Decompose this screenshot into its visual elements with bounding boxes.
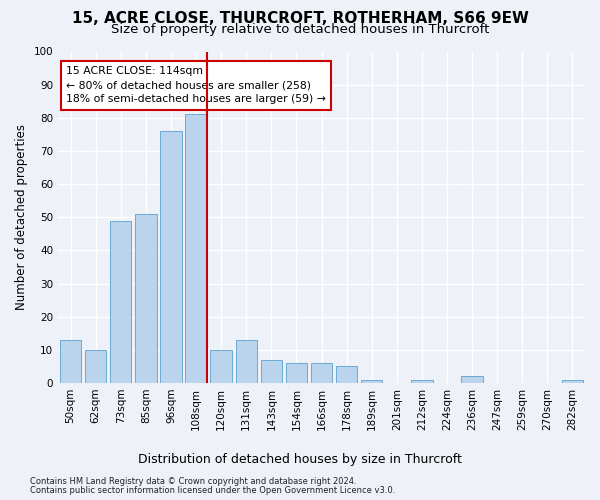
Bar bbox=[286, 363, 307, 383]
Bar bbox=[260, 360, 282, 383]
Bar bbox=[185, 114, 207, 383]
Bar bbox=[361, 380, 382, 383]
Text: Size of property relative to detached houses in Thurcroft: Size of property relative to detached ho… bbox=[111, 22, 489, 36]
Bar bbox=[60, 340, 81, 383]
Bar bbox=[562, 380, 583, 383]
Text: 15, ACRE CLOSE, THURCROFT, ROTHERHAM, S66 9EW: 15, ACRE CLOSE, THURCROFT, ROTHERHAM, S6… bbox=[71, 11, 529, 26]
Text: Distribution of detached houses by size in Thurcroft: Distribution of detached houses by size … bbox=[138, 452, 462, 466]
Bar bbox=[211, 350, 232, 383]
Text: Contains HM Land Registry data © Crown copyright and database right 2024.: Contains HM Land Registry data © Crown c… bbox=[30, 478, 356, 486]
Text: Contains public sector information licensed under the Open Government Licence v3: Contains public sector information licen… bbox=[30, 486, 395, 495]
Bar bbox=[236, 340, 257, 383]
Bar bbox=[160, 131, 182, 383]
Bar bbox=[135, 214, 157, 383]
Bar bbox=[336, 366, 357, 383]
Bar bbox=[461, 376, 483, 383]
Bar bbox=[85, 350, 106, 383]
Bar bbox=[411, 380, 433, 383]
Bar bbox=[110, 220, 131, 383]
Text: 15 ACRE CLOSE: 114sqm
← 80% of detached houses are smaller (258)
18% of semi-det: 15 ACRE CLOSE: 114sqm ← 80% of detached … bbox=[66, 66, 326, 104]
Bar bbox=[311, 363, 332, 383]
Y-axis label: Number of detached properties: Number of detached properties bbox=[15, 124, 28, 310]
